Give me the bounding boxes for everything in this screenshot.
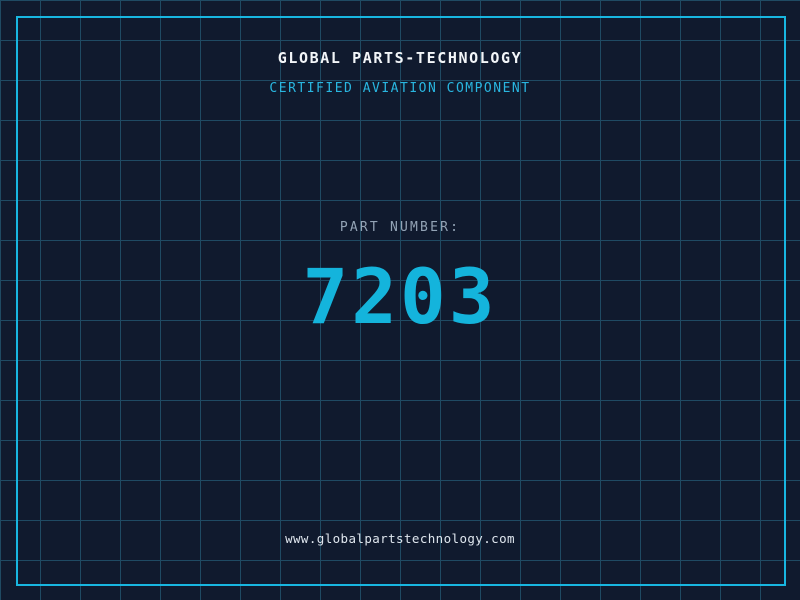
company-title: GLOBAL PARTS-TECHNOLOGY (277, 49, 523, 67)
website-url: www.globalpartstechnology.com (285, 531, 515, 546)
part-number-label: PART NUMBER: (339, 220, 461, 235)
certification-subtitle: CERTIFIED AVIATION COMPONENT (269, 81, 531, 96)
part-number-value: 7203 (302, 252, 498, 341)
